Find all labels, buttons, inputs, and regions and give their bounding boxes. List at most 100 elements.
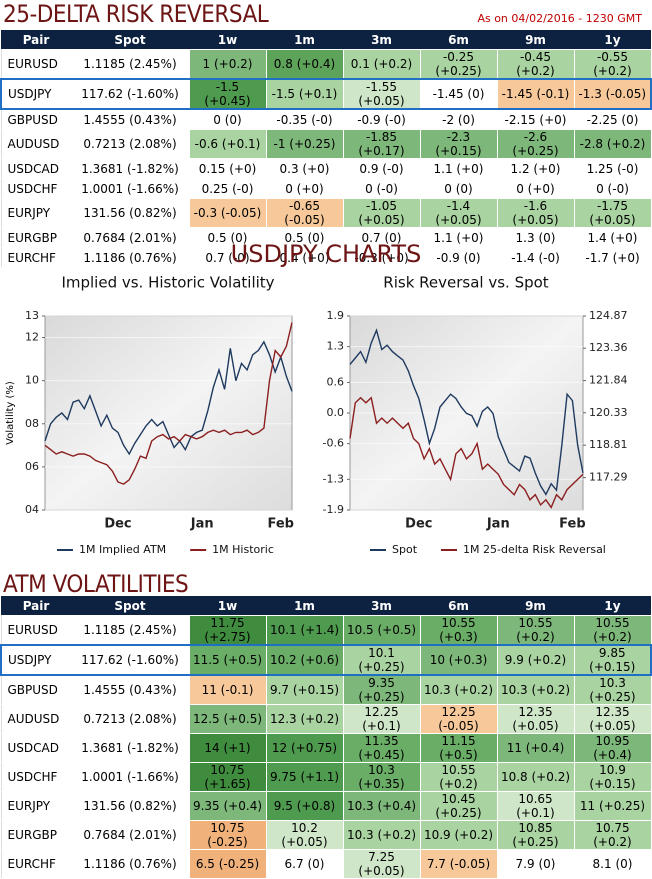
cell: -0.3 (-0.05) — [188, 198, 267, 228]
cell: -2.3 (+0.15) — [419, 129, 498, 159]
cell: 10.3 (+0.2) — [496, 674, 575, 705]
y-axis-label: Volatility (%) — [5, 381, 16, 445]
cell: 1.3681 (-1.82%) — [70, 733, 190, 763]
row: EURGBP 0.7684 (2.01%) 10.75 (-0.25) 10.2 (+… — [0, 820, 652, 850]
cell: 10.85 (+0.25) — [496, 820, 575, 850]
column-header: 1y — [574, 30, 651, 50]
y2-tick-label: 120.33 — [589, 406, 628, 419]
cell: -1.05 (+0.05) — [342, 198, 421, 228]
cell: 12.3 (+0.2) — [265, 704, 344, 734]
cell: 131.56 (0.82%) — [70, 198, 190, 228]
cell: 10.95 (+0.4) — [573, 733, 652, 763]
cell: 12.5 (+0.5) — [188, 704, 267, 734]
chart-title: Implied vs. Historic Volatility — [61, 274, 274, 292]
cell: 117.62 (-1.60%) — [70, 78, 190, 110]
x-tick-label: Jan — [486, 517, 510, 532]
cell: 7.9 (0) — [496, 849, 575, 879]
row: AUDUSD 0.7213 (2.08%) 12.5 (+0.5) 12.3 (+0.… — [0, 704, 652, 734]
pair-cell: EURCHF — [0, 247, 72, 268]
row: AUDUSD 0.7213 (2.08%) -0.6 (+0.1) -1 (+0.25… — [0, 129, 652, 159]
cell: 11.5 (+0.5) — [188, 644, 267, 676]
cell: 1.0001 (-1.66%) — [70, 178, 190, 199]
pair-cell: USDCAD — [0, 733, 72, 763]
cell: -0.35 (-0) — [265, 108, 344, 130]
cell: -0.6 (+0.1) — [188, 129, 267, 159]
cell: 9.5 (+0.8) — [265, 791, 344, 821]
row: USDCHF 1.0001 (-1.66%) 0.25 (-0) 0 (+0) 0 (-… — [0, 178, 652, 199]
column-header: 6m — [420, 30, 497, 50]
row: GBPUSD 1.4555 (0.43%) 0 (0) -0.35 (-0) -0.9 … — [0, 108, 652, 130]
cell: 9.9 (+0.2) — [496, 644, 575, 676]
page-title: 25-DELTA RISK REVERSAL — [3, 0, 269, 28]
cell: -2.8 (+0.2) — [573, 129, 652, 159]
cell: 1.0001 (-1.66%) — [70, 762, 190, 792]
column-header: 9m — [497, 30, 574, 50]
cell: 10.75 (+0.2) — [573, 820, 652, 850]
series-line — [349, 328, 584, 496]
cell: 6.7 (0) — [265, 849, 344, 879]
y-tick-label: -0.6 — [323, 437, 344, 450]
x-tick-label: Dec — [104, 517, 131, 532]
y2-tick-label: 124.87 — [589, 309, 628, 322]
cell: 0.4 (+0) — [265, 247, 344, 268]
as-of: As on 04/02/2016 - 1230 GMT — [477, 12, 642, 25]
column-header: 3m — [343, 30, 420, 50]
cell: 9.35 (+0.4) — [188, 791, 267, 821]
cell: 10.2 (+0.05) — [265, 820, 344, 850]
plot-area — [44, 315, 293, 511]
cell: -0.25 (+0.25) — [419, 49, 498, 80]
cell: -1.55 (+0.05) — [342, 78, 421, 110]
cell: 0.9 (-0) — [342, 158, 421, 179]
y-tick-label: 04 — [25, 503, 39, 516]
row: USDCAD 1.3681 (-1.82%) 14 (+1) 12 (+0.75) 11… — [0, 733, 652, 763]
cell: 1.1 (+0) — [419, 158, 498, 179]
legend-label: 1M Historic — [212, 543, 274, 556]
cell: 10.55 (+0.2) — [496, 615, 575, 646]
cell: -0.9 (-0) — [342, 108, 421, 130]
cell: -1.4 (+0.05) — [419, 198, 498, 228]
pair-cell: EURJPY — [0, 791, 72, 821]
cell: 1.4555 (0.43%) — [70, 108, 190, 130]
cell: -0.55 (+0.2) — [573, 49, 652, 80]
cell: -0.3 (+0) — [342, 247, 421, 268]
pair-cell: EURUSD — [0, 615, 72, 646]
series-line — [44, 322, 293, 485]
cell: 1.1 (+0) — [419, 227, 498, 248]
cell: 1.1185 (2.45%) — [70, 615, 190, 646]
x-tick-label: Dec — [405, 517, 432, 532]
cell: 10.3 (+0.2) — [342, 820, 421, 850]
pair-cell: EURCHF — [0, 849, 72, 879]
legend-label: 1M 25-delta Risk Reversal — [463, 543, 606, 556]
y-tick-label: 08 — [25, 417, 39, 430]
cell: 10.1 (+1.4) — [265, 615, 344, 646]
cell: 0.7 (0) — [342, 227, 421, 248]
cell: 9.35 (+0.25) — [342, 674, 421, 705]
cell: 10.55 (+0.3) — [419, 615, 498, 646]
row: EURGBP 0.7684 (2.01%) 0.5 (0) 0.5 (0) 0.7 (0… — [0, 227, 652, 248]
cell: -1.5 (+0.1) — [265, 78, 344, 110]
cell: 10.9 (+0.15) — [573, 762, 652, 792]
header-row: Pair Spot 1w 1m 3m 6m 9m 1y — [1, 596, 651, 616]
cell: 1.4 (+0) — [573, 227, 652, 248]
column-header: 1w — [189, 30, 266, 50]
y-tick-label: 0.6 — [327, 375, 345, 388]
cell: 131.56 (0.82%) — [70, 791, 190, 821]
cell: -1.5 (+0.45) — [188, 78, 267, 110]
cell: 1.2 (+0) — [496, 158, 575, 179]
cell: 12.25 (+0.1) — [342, 704, 421, 734]
column-header: Spot — [71, 30, 189, 50]
cell: 0.7213 (2.08%) — [70, 129, 190, 159]
pair-cell: USDCHF — [0, 178, 72, 199]
cell: 11.35 (+0.45) — [342, 733, 421, 763]
y2-tick-label: 123.36 — [589, 341, 628, 354]
cell: 10.9 (+0.2) — [419, 820, 498, 850]
cell: 10.2 (+0.6) — [265, 644, 344, 676]
cell: 9.75 (+1.1) — [265, 762, 344, 792]
cell: 10.3 (+0.35) — [342, 762, 421, 792]
cell: 12 (+0.75) — [265, 733, 344, 763]
y2-tick-label: 118.81 — [589, 438, 628, 451]
cell: 10.75 (+1.65) — [188, 762, 267, 792]
cell: 1 (+0.2) — [188, 49, 267, 80]
cell: 0 (-0) — [573, 178, 652, 199]
